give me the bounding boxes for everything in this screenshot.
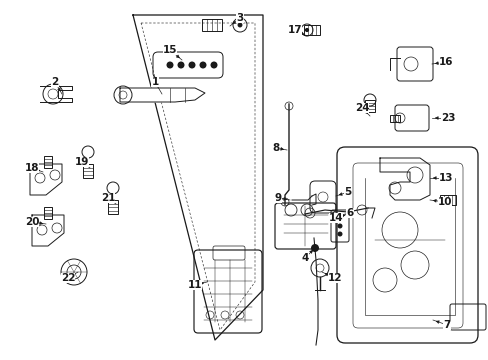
Text: 2: 2: [51, 77, 59, 87]
Text: 21: 21: [101, 193, 115, 203]
Circle shape: [177, 62, 184, 68]
Text: 4: 4: [301, 253, 308, 263]
Text: 11: 11: [187, 280, 202, 290]
Text: 19: 19: [75, 157, 89, 167]
Circle shape: [337, 224, 342, 229]
Text: 20: 20: [25, 217, 39, 227]
Text: 12: 12: [327, 273, 342, 283]
Text: 14: 14: [328, 213, 343, 223]
Text: 6: 6: [346, 208, 353, 218]
Circle shape: [199, 62, 206, 68]
Text: 8: 8: [272, 143, 279, 153]
Circle shape: [188, 62, 195, 68]
Circle shape: [310, 244, 318, 252]
Text: 23: 23: [440, 113, 454, 123]
Text: 13: 13: [438, 173, 452, 183]
Text: 9: 9: [274, 193, 281, 203]
Text: 1: 1: [151, 77, 158, 87]
Circle shape: [237, 23, 242, 27]
Text: 16: 16: [438, 57, 452, 67]
Text: 17: 17: [287, 25, 302, 35]
Text: 18: 18: [25, 163, 39, 173]
Text: 22: 22: [61, 273, 75, 283]
Text: 3: 3: [236, 13, 243, 23]
Text: 7: 7: [443, 320, 450, 330]
Text: 24: 24: [354, 103, 368, 113]
Text: 5: 5: [344, 187, 351, 197]
Circle shape: [305, 28, 308, 32]
Circle shape: [337, 231, 342, 237]
Circle shape: [210, 62, 217, 68]
Text: 15: 15: [163, 45, 177, 55]
Circle shape: [166, 62, 173, 68]
Circle shape: [337, 216, 342, 220]
Polygon shape: [120, 88, 204, 102]
Text: 10: 10: [437, 197, 451, 207]
